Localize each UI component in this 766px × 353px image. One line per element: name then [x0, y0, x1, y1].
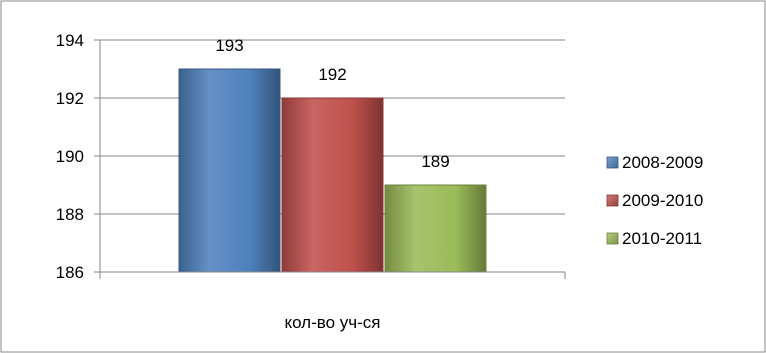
y-tick-label: 192	[56, 89, 84, 108]
category-label: кол-во уч-ся	[284, 313, 380, 332]
data-label: 189	[421, 152, 449, 171]
labels: 186 188 190 192 194 193 192 189 кол-во уч-ся	[56, 31, 450, 332]
legend-swatch	[606, 232, 619, 245]
bar-2010-2011	[384, 184, 487, 273]
data-label: 193	[215, 36, 243, 55]
y-tick-label: 188	[56, 205, 84, 224]
legend-label: 2010-2011	[622, 229, 702, 248]
legend-swatch	[606, 194, 619, 207]
legend-label: 2008-2009	[622, 153, 703, 172]
axes	[94, 39, 566, 279]
legend-swatch	[606, 156, 619, 169]
y-tick-label: 194	[56, 31, 84, 50]
legend-label: 2009-2010	[622, 191, 703, 210]
legend: 2008-2009 2009-2010 2010-2011	[606, 153, 703, 248]
y-tick-label: 186	[56, 263, 84, 282]
bar-2008-2009	[178, 68, 281, 273]
y-tick-label: 190	[56, 147, 84, 166]
data-label: 192	[318, 65, 346, 84]
bar-2009-2010	[281, 97, 384, 273]
